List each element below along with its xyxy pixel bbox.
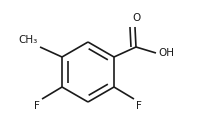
Text: OH: OH [158,48,174,58]
Text: O: O [133,13,141,23]
Text: F: F [136,101,142,111]
Text: CH₃: CH₃ [19,35,38,45]
Text: F: F [34,101,40,111]
